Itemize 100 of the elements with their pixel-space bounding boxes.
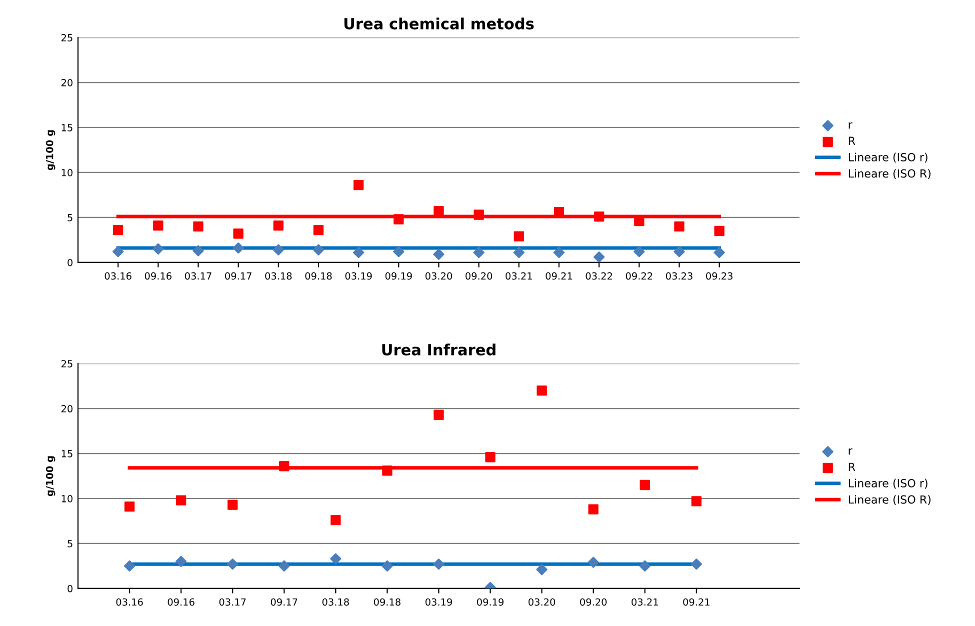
point [152, 243, 164, 255]
x-tick-label: 03.21 [632, 598, 658, 606]
y-tick-label: 10 [62, 494, 72, 502]
point [485, 452, 496, 462]
point [352, 246, 364, 258]
x-tick-label: 03.19 [345, 272, 372, 280]
y-tick-label: 0 [68, 584, 72, 592]
x-tick-label: 03.23 [666, 272, 692, 280]
point [312, 244, 324, 256]
point [674, 221, 684, 232]
legend-label: Lineare (ISO R) [848, 495, 931, 506]
point [536, 564, 548, 576]
x-tick-label: 03.20 [425, 272, 452, 280]
point [112, 246, 124, 258]
point [674, 246, 685, 258]
x-tick-label: 09.20 [466, 272, 492, 280]
x-tick-label: 09.20 [580, 598, 607, 606]
x-tick-label: 09.19 [477, 598, 504, 606]
point [192, 245, 204, 256]
point [434, 206, 444, 216]
x-tick-label: 09.23 [706, 272, 732, 280]
point [112, 224, 124, 236]
x-tick-label: 09.22 [626, 272, 652, 280]
legend-label: Lineare (ISO R) [848, 169, 931, 179]
x-tick-label: 09.21 [546, 272, 572, 280]
legend-label: R [848, 136, 856, 145]
x-tick-label: 03.17 [219, 598, 246, 606]
point [433, 558, 444, 570]
x-tick-label: 09.18 [374, 598, 400, 606]
point [640, 480, 650, 490]
point [690, 558, 702, 570]
point [588, 504, 598, 514]
y-tick-label: 20 [61, 79, 72, 86]
point [233, 228, 244, 239]
point [393, 246, 404, 258]
legend-label: r [848, 448, 852, 455]
point [193, 221, 204, 232]
x-tick-label: 03.22 [586, 272, 612, 280]
point [124, 502, 135, 512]
y-tick-label: 15 [62, 124, 72, 132]
point [714, 246, 725, 258]
point [175, 556, 187, 568]
x-tick-label: 09.19 [385, 272, 412, 280]
legend-label: Lineare (ISO r) [848, 152, 928, 163]
point [588, 556, 599, 568]
point [272, 244, 284, 256]
point [394, 214, 404, 224]
y-tick-label: 0 [68, 258, 72, 266]
point [278, 560, 290, 572]
point [176, 495, 186, 506]
x-tick-label: 09.21 [683, 598, 710, 606]
point [434, 410, 444, 420]
y-axis-title: g/100 g [46, 456, 56, 496]
point [691, 496, 702, 506]
point [382, 466, 392, 476]
x-tick-label: 09.17 [270, 598, 298, 606]
point [433, 248, 444, 260]
point [473, 246, 484, 258]
x-tick-label: 09.16 [144, 272, 172, 280]
point [124, 560, 136, 572]
x-tick-label: 03.16 [116, 598, 143, 606]
point [536, 385, 547, 396]
chart-title: Urea chemical metods [344, 18, 534, 30]
point [639, 560, 650, 572]
x-tick-label: 09.17 [225, 272, 252, 280]
point [553, 246, 565, 258]
y-tick-label: 10 [62, 168, 72, 176]
x-tick-label: 03.21 [506, 272, 532, 280]
x-tick-label: 09.16 [168, 598, 194, 606]
legend-label: Lineare (ISO r) [848, 478, 928, 489]
y-tick-label: 25 [61, 34, 72, 42]
point [382, 560, 393, 572]
point [232, 242, 244, 254]
point [330, 553, 342, 564]
point [513, 246, 525, 258]
x-tick-label: 03.20 [528, 598, 556, 606]
y-tick-label: 5 [68, 214, 72, 222]
point [634, 246, 645, 258]
legend-label: R [848, 462, 856, 471]
point [474, 210, 484, 220]
point [593, 251, 605, 262]
y-tick-label: 15 [62, 450, 72, 458]
point [353, 180, 364, 190]
x-tick-label: 03.16 [104, 272, 132, 280]
point [228, 500, 238, 510]
legend-label: r [848, 122, 852, 129]
point [594, 211, 604, 222]
point [153, 220, 164, 231]
point [330, 515, 341, 526]
x-tick-label: 03.19 [425, 598, 452, 606]
point [514, 231, 524, 242]
x-tick-label: 09.18 [305, 272, 332, 280]
x-tick-label: 03.18 [265, 272, 292, 280]
y-tick-label: 5 [68, 540, 72, 548]
point [227, 558, 238, 570]
y-tick-label: 20 [61, 405, 72, 412]
chart-title: Urea Infrared [382, 344, 496, 356]
point [313, 224, 324, 236]
point [279, 461, 290, 472]
y-tick-label: 25 [61, 360, 72, 368]
